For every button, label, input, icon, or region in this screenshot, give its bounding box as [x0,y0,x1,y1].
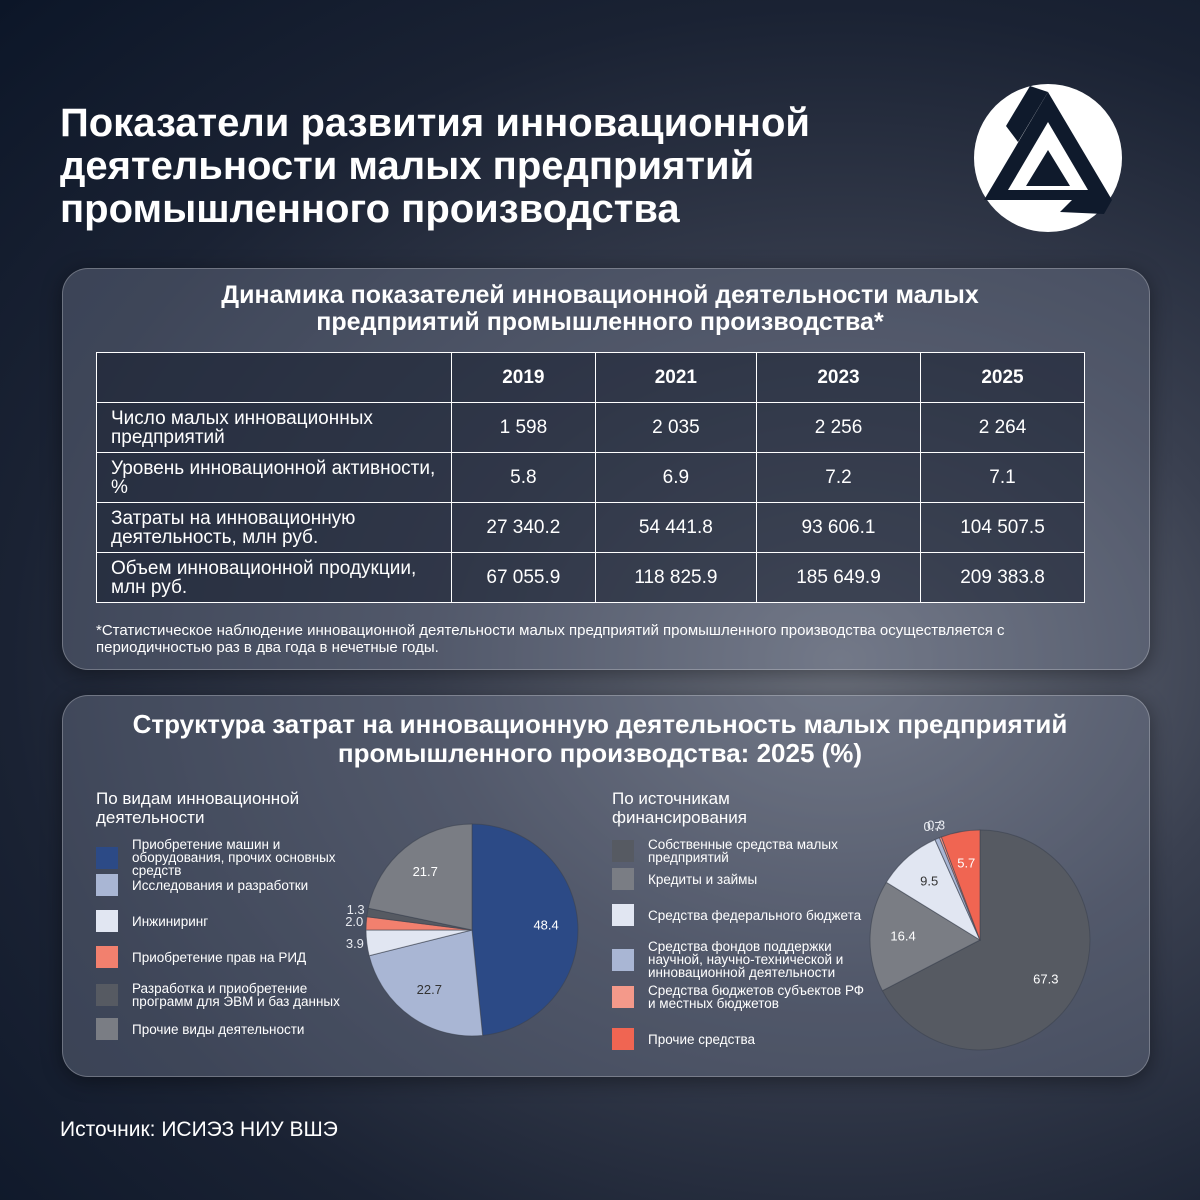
logo [974,84,1122,232]
footnote: *Статистическое наблюдение инновационной… [96,622,1005,656]
table-cell: 7.1 [920,452,1085,503]
section-title: Структура затрат на инновационную деятел… [132,709,1068,768]
legend-swatch [96,846,118,869]
legend-item: Средства федерального бюджета [612,904,872,926]
chart-subtitle: По видам инновационной деятельности [96,789,300,827]
column-header: 2025 [920,352,1085,403]
table-cell: 6.9 [594,452,758,503]
legend-swatch [96,946,118,968]
table-cell: 1 598 [451,402,596,453]
data-label: 3.9 [346,936,364,951]
legend-swatch [612,1028,634,1050]
table-row: Объем инновационной продукции, млн руб. 6… [96,552,1085,603]
header-cell [96,352,452,403]
main-title: Показатели развития инновационной деятел… [60,101,810,231]
row-header: Уровень инновационной активности, % [96,452,452,503]
data-table: 2019 2021 2023 2025 Число малых инновационны… [96,352,1085,603]
legend-item: Кредиты и займы [612,868,872,890]
table-title: Динамика показателей инновационной деяте… [221,281,979,336]
row-header: Число малых инновационных предприятий [96,402,452,453]
column-header: 2019 [451,352,596,403]
legend-item: Приобретение прав на РИД [96,946,356,968]
row-header: Затраты на инновационную деятельность, м… [96,502,452,553]
legend-label: Разработка и приобретение программ для Э… [132,981,340,1009]
table-cell: 27 340.2 [451,502,596,553]
pie-slice [367,823,473,931]
table-cell: 7.2 [756,452,921,503]
legend-swatch [612,868,634,890]
data-label: 21.7 [413,864,438,879]
table-cell: 2 264 [920,402,1085,453]
table-cell: 104 507.5 [920,502,1085,553]
legend-swatch [96,874,118,896]
legend-item: Исследования и разработки [96,874,356,896]
table-cell: 118 825.9 [594,552,758,603]
pie-slice [869,881,982,992]
legend-item: Средства фондов поддержки научной, научн… [612,940,872,979]
legend-item: Средства бюджетов субъектов РФ и местных… [612,984,872,1010]
data-label: 22.7 [417,982,442,997]
legend-label: Средства фондов поддержки научной, научн… [648,939,844,980]
table-row: Число малых инновационных предприятий 1 5… [96,402,1085,453]
source: Источник: ИСИЭЗ НИУ ВШЭ [60,1118,338,1141]
legend-label: Приобретение прав на РИД [132,949,307,965]
data-label: 67.3 [1033,971,1058,986]
data-label: 0.7 [924,819,942,834]
legend-label: Приобретение машин и оборудования, прочи… [132,837,336,878]
column-header: 2023 [756,352,921,403]
legend-swatch [96,1018,118,1040]
table-cell: 67 055.9 [451,552,596,603]
data-label: 5.7 [957,856,975,871]
table-cell: 2 035 [594,402,758,453]
table-cell: 5.8 [451,452,596,503]
data-label: 1.3 [347,902,365,917]
column-header: 2021 [594,352,758,403]
legend-label: Собственные средства малых предприятий [648,837,838,865]
table-row: Уровень инновационной активности, % 5.8 6.… [96,452,1085,503]
legend-item: Прочие виды деятельности [96,1018,356,1040]
legend-label: Исследования и разработки [132,877,309,893]
legend-item: Инжиниринг [96,910,356,932]
legend-item: Приобретение машин и оборудования, прочи… [96,838,356,877]
legend-label: Прочие виды деятельности [132,1021,305,1037]
pie-slice [368,929,484,1037]
pie-slice [881,829,1091,1051]
table-cell: 185 649.9 [756,552,921,603]
row-header: Объем инновационной продукции, млн руб. [96,552,452,603]
data-label: 48.4 [533,918,558,933]
table-cell: 54 441.8 [594,502,758,553]
header-row: 2019 2021 2023 2025 [96,352,1085,403]
chart-subtitle: По источникам финансирования [612,789,748,827]
legend-item: Собственные средства малых предприятий [612,838,872,864]
legend-swatch [612,948,634,971]
legend-label: Прочие средства [648,1031,756,1047]
data-label: 9.5 [920,874,938,889]
data-label: 2.0 [345,914,363,929]
legend-label: Кредиты и займы [648,871,758,887]
legend-swatch [96,984,118,1006]
legend-item: Разработка и приобретение программ для Э… [96,982,356,1008]
table-cell: 209 383.8 [920,552,1085,603]
pie-slice [471,823,579,1037]
pie-slice [940,829,981,941]
legend-item: Прочие средства [612,1028,872,1050]
legend-swatch [612,840,634,862]
data-label: 0.3 [927,818,945,833]
legend-label: Средства федерального бюджета [648,907,862,923]
legend-label: Средства бюджетов субъектов РФ и местных… [648,983,865,1011]
table-cell: 2 256 [756,402,921,453]
legend-label: Инжиниринг [132,913,209,929]
legend-swatch [612,986,634,1008]
legend-swatch [96,910,118,932]
table-row: Затраты на инновационную деятельность, м… [96,502,1085,553]
legend-swatch [612,904,634,926]
data-label: 16.4 [890,929,915,944]
table-cell: 93 606.1 [756,502,921,553]
